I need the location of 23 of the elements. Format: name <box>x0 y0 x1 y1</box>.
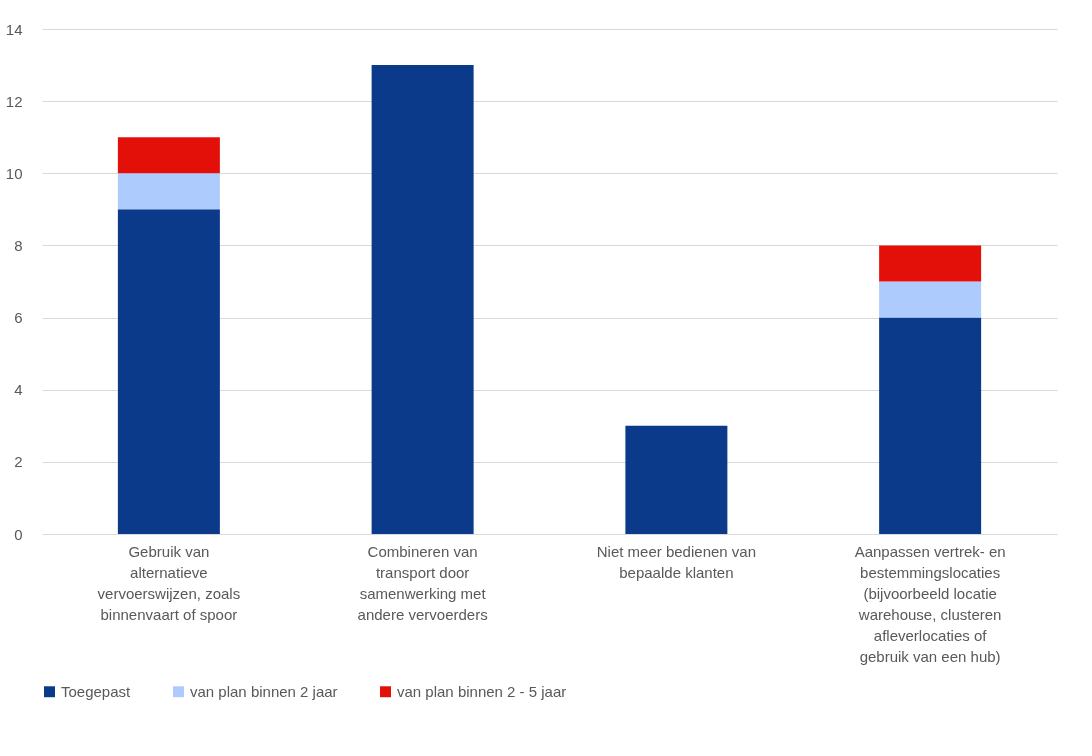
bar <box>117 173 220 210</box>
y-tick-label: 0 <box>14 525 23 543</box>
legend-label: van plan binnen 2 - 5 jaar <box>397 682 567 700</box>
bar <box>117 137 220 174</box>
y-tick-label: 8 <box>14 236 23 254</box>
bar <box>879 281 982 318</box>
y-tick-label: 6 <box>14 309 23 327</box>
bar <box>879 245 982 282</box>
x-tick-label: Aanpassen vertrek- en bestemmingslocaties (bijvoorbeeld locatie warehouse, clusteren afleverlocaties of gebruik van een hub) <box>854 542 1006 665</box>
y-tick-label: 2 <box>14 453 23 471</box>
legend-label: Toegepast <box>61 682 132 700</box>
x-tick-label: Niet meer bedienen van bepaalde klanten <box>596 542 757 581</box>
bar <box>879 317 982 534</box>
bar <box>371 65 474 534</box>
y-tick-label: 12 <box>5 92 23 110</box>
x-tick-label: Combineren van transport door samenwerking met andere vervoerders <box>357 542 488 623</box>
y-tick-label: 4 <box>14 381 23 399</box>
bar <box>625 425 728 534</box>
legend-label: van plan binnen 2 jaar <box>190 682 338 700</box>
y-tick-label: 10 <box>5 164 23 182</box>
bar <box>117 209 220 534</box>
x-tick-label: Gebruik van alternatieve vervoerswijzen, zoals binnenvaart of spoor <box>97 542 241 623</box>
y-tick-label: 14 <box>5 20 23 38</box>
